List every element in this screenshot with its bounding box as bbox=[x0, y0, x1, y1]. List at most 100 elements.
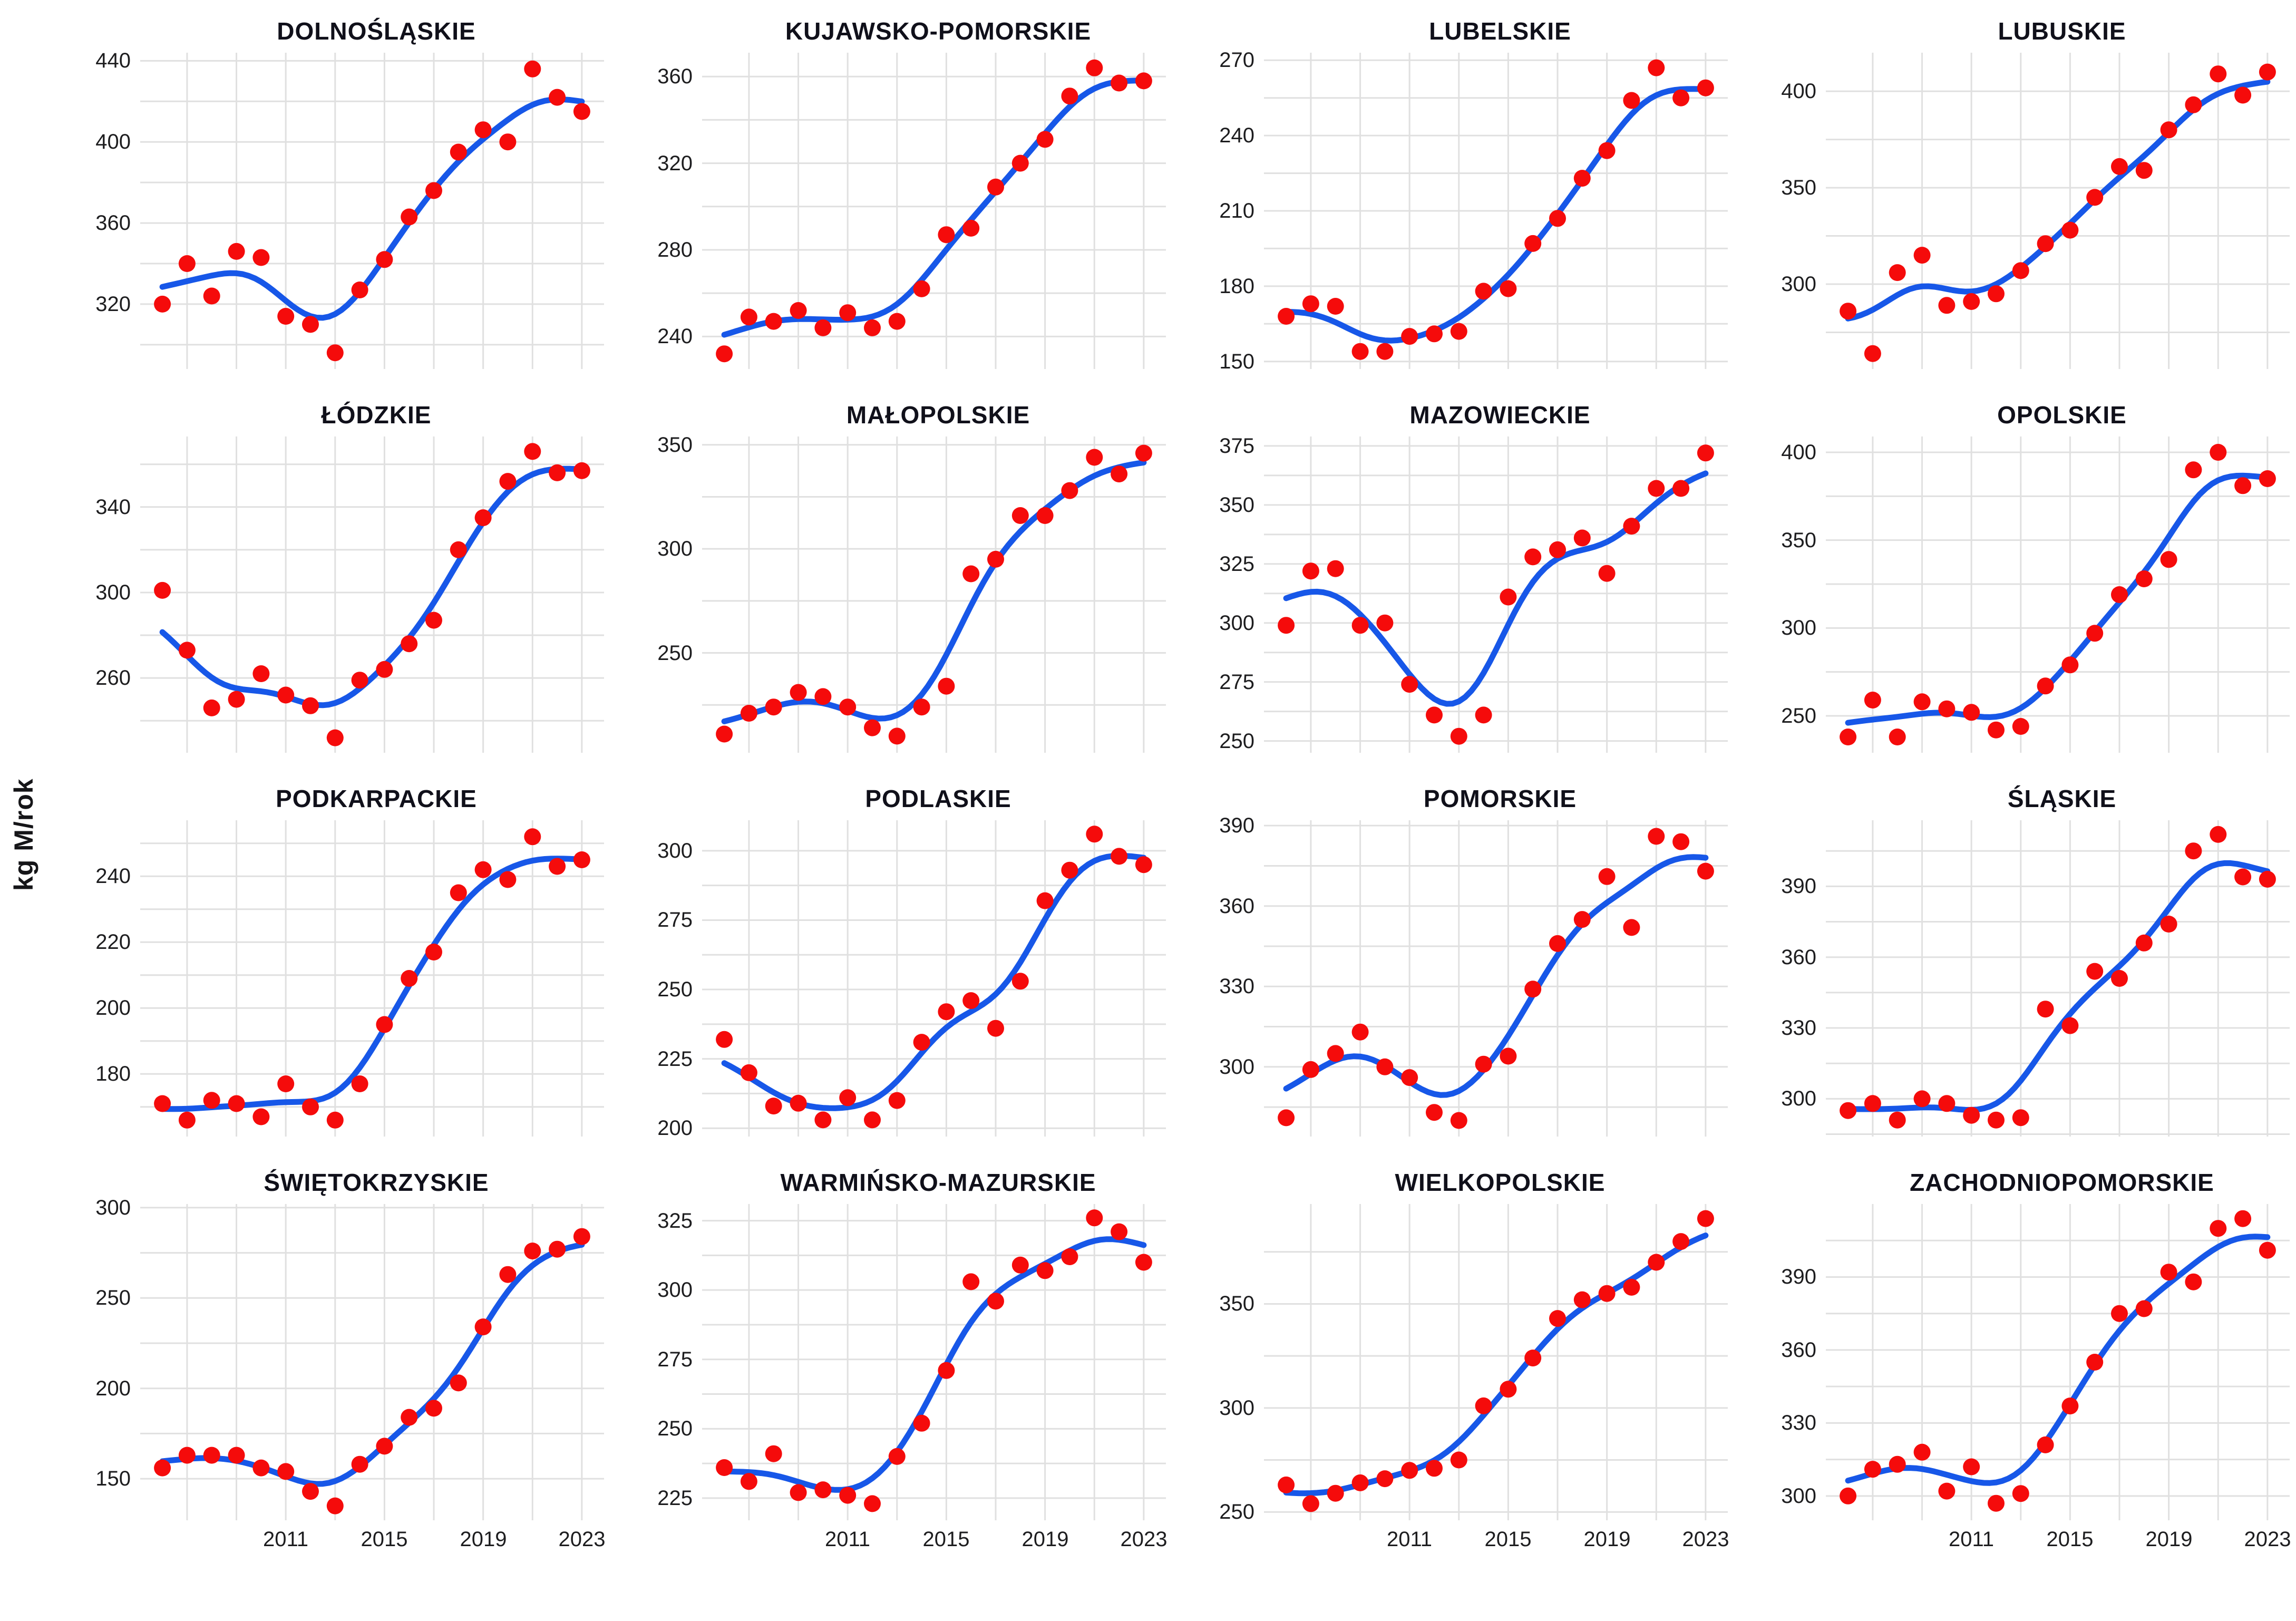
data-point bbox=[2086, 625, 2104, 642]
data-point bbox=[1524, 1350, 1542, 1367]
facet-panel: ŚWIĘTOKRZYSKIE 150 200 250 300 2011 2015 2019 20… bbox=[51, 1165, 612, 1566]
data-point bbox=[1135, 72, 1152, 90]
data-point bbox=[790, 302, 807, 319]
data-point bbox=[1450, 1451, 1467, 1469]
data-point bbox=[716, 345, 733, 363]
y-tick-label: 320 bbox=[95, 292, 131, 316]
data-point bbox=[524, 1243, 541, 1260]
y-tick-label: 390 bbox=[1219, 814, 1254, 838]
smooth-line bbox=[1283, 86, 1709, 344]
data-point bbox=[1598, 868, 1616, 885]
data-point bbox=[524, 828, 541, 846]
facet-title: WARMIŃSKO-MAZURSKIE bbox=[780, 1169, 1096, 1196]
data-point bbox=[401, 635, 418, 653]
data-point bbox=[716, 1031, 733, 1048]
y-tick-label: 390 bbox=[1781, 1265, 1816, 1289]
data-point bbox=[450, 143, 467, 161]
data-point bbox=[1036, 1262, 1054, 1279]
y-axis-tick-labels: 300 330 360 390 bbox=[1736, 820, 1826, 1137]
data-point bbox=[277, 686, 295, 704]
data-point bbox=[987, 1293, 1004, 1310]
data-point bbox=[178, 255, 196, 272]
facet-plot bbox=[1826, 1204, 2290, 1520]
data-point bbox=[1648, 480, 1665, 497]
data-point bbox=[1401, 1462, 1418, 1479]
facet-panel: LUBUSKIE 300 350 400 bbox=[1736, 14, 2296, 369]
data-point bbox=[1840, 729, 1857, 745]
data-point bbox=[1913, 693, 1931, 711]
y-tick-label: 300 bbox=[657, 1278, 693, 1302]
data-point bbox=[1086, 59, 1103, 76]
facet-plot bbox=[702, 1204, 1166, 1520]
data-point bbox=[938, 226, 955, 244]
data-point bbox=[1672, 833, 1690, 850]
data-point bbox=[499, 133, 517, 151]
data-point bbox=[1938, 700, 1956, 717]
data-point bbox=[987, 550, 1004, 568]
data-point bbox=[228, 1447, 245, 1464]
x-tick-label: 2011 bbox=[824, 1528, 871, 1551]
y-tick-label: 250 bbox=[1219, 1500, 1254, 1524]
data-point bbox=[2037, 677, 2054, 695]
facet-plot bbox=[1264, 436, 1728, 753]
data-point bbox=[203, 699, 220, 716]
data-point bbox=[2259, 63, 2276, 81]
data-point bbox=[425, 611, 442, 629]
data-point bbox=[913, 280, 930, 297]
data-point bbox=[2234, 1210, 2252, 1227]
data-point bbox=[425, 182, 442, 199]
data-point bbox=[573, 851, 590, 868]
data-point bbox=[814, 688, 832, 705]
data-point bbox=[814, 1481, 832, 1499]
data-point bbox=[913, 1414, 930, 1432]
y-tick-label: 250 bbox=[657, 978, 693, 1002]
y-axis-tick-labels: 200 225 250 275 300 bbox=[612, 820, 702, 1140]
data-point bbox=[1426, 1460, 1443, 1477]
facet-title: PODKARPACKIE bbox=[276, 785, 477, 812]
data-point bbox=[2259, 470, 2276, 487]
data-point bbox=[2012, 1485, 2029, 1502]
data-point bbox=[1697, 862, 1714, 880]
facet-plot bbox=[140, 53, 604, 369]
y-axis-title: kg M/rok bbox=[9, 778, 38, 891]
y-tick-label: 300 bbox=[95, 1196, 131, 1219]
data-point bbox=[1011, 507, 1029, 524]
y-tick-label: 300 bbox=[1219, 1396, 1254, 1420]
y-tick-label: 300 bbox=[1219, 611, 1254, 635]
data-point bbox=[1061, 88, 1078, 105]
y-tick-label: 260 bbox=[95, 666, 131, 690]
data-point bbox=[1401, 676, 1418, 693]
data-point bbox=[228, 691, 245, 708]
y-axis-tick-labels: 150 180 210 240 270 bbox=[1174, 48, 1264, 373]
data-point bbox=[1327, 1045, 1344, 1062]
y-tick-label: 240 bbox=[657, 325, 693, 348]
data-point bbox=[1623, 1278, 1640, 1296]
y-tick-label: 350 bbox=[1219, 1292, 1254, 1316]
y-tick-label: 200 bbox=[95, 996, 131, 1020]
data-point bbox=[2012, 1109, 2029, 1127]
data-point bbox=[1573, 529, 1591, 547]
data-point bbox=[376, 1438, 393, 1455]
data-point bbox=[1889, 1455, 1906, 1473]
y-tick-label: 300 bbox=[657, 537, 693, 561]
data-point bbox=[1988, 1111, 2005, 1129]
data-point bbox=[154, 295, 171, 313]
data-point bbox=[790, 684, 807, 701]
facet-plot bbox=[1264, 820, 1728, 1137]
data-point bbox=[450, 1374, 467, 1392]
data-point bbox=[1061, 482, 1078, 499]
x-axis-tick-labels: 2011 2015 2019 2023 bbox=[1826, 1520, 2291, 1566]
x-tick-label: 2019 bbox=[460, 1528, 507, 1551]
data-point bbox=[962, 1273, 980, 1290]
data-point bbox=[962, 992, 980, 1010]
data-point bbox=[252, 1459, 270, 1477]
data-point bbox=[302, 316, 319, 333]
data-point bbox=[1327, 1484, 1344, 1502]
data-point bbox=[499, 1266, 517, 1283]
data-point bbox=[1327, 298, 1344, 315]
data-point bbox=[2012, 262, 2029, 279]
smooth-line bbox=[721, 1236, 1147, 1493]
x-tick-label: 2015 bbox=[922, 1528, 970, 1551]
data-point bbox=[1697, 79, 1714, 96]
data-point bbox=[351, 672, 368, 689]
